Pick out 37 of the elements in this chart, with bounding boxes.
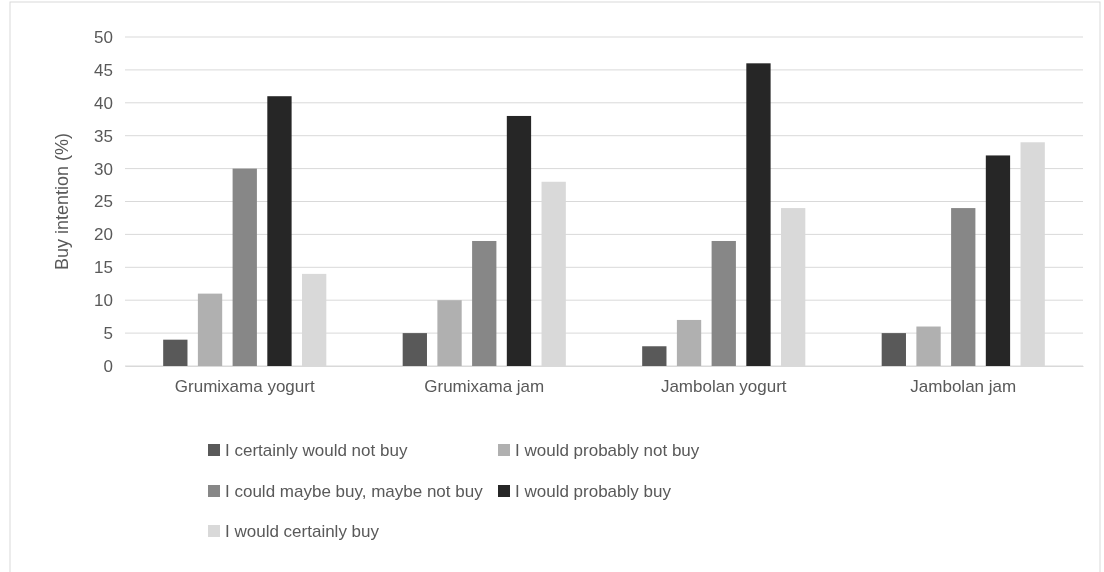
bar <box>402 333 427 366</box>
x-tick-label: Grumixama jam <box>424 377 545 397</box>
legend-label: I would certainly buy <box>225 522 380 541</box>
y-tick-label: 10 <box>94 291 113 311</box>
bar <box>746 63 771 366</box>
bar <box>232 168 257 366</box>
legend-label: I would probably buy <box>515 482 672 501</box>
y-tick-label: 20 <box>94 225 113 245</box>
y-tick-label: 45 <box>94 60 113 80</box>
bar <box>916 326 941 366</box>
y-tick-label: 25 <box>94 192 113 212</box>
bar <box>642 346 667 366</box>
y-tick-label: 30 <box>94 159 113 179</box>
y-tick-label: 40 <box>94 93 113 113</box>
bar <box>197 293 223 366</box>
y-tick-label: 0 <box>103 356 113 376</box>
y-tick-label: 5 <box>103 324 113 344</box>
bar <box>951 208 976 366</box>
bar <box>267 96 292 366</box>
bar <box>711 240 736 366</box>
bar <box>472 240 497 366</box>
y-tick-label: 50 <box>94 27 113 47</box>
legend-label: I certainly would not buy <box>225 441 408 460</box>
bar <box>163 339 188 366</box>
y-tick-label: 15 <box>94 258 113 278</box>
legend-label: I could maybe buy, maybe not buy <box>225 482 484 501</box>
bar <box>437 300 462 366</box>
y-tick-label: 35 <box>94 126 113 146</box>
x-tick-label: Jambolan yogurt <box>660 377 787 397</box>
bar <box>676 319 702 366</box>
bar <box>985 155 1011 366</box>
bar <box>881 333 906 366</box>
y-axis-title: Buy intention (%) <box>52 132 72 271</box>
bar <box>506 115 532 366</box>
legend-label: I would probably not buy <box>515 441 700 460</box>
x-tick-label: Grumixama yogurt <box>174 377 315 397</box>
x-tick-label: Jambolan jam <box>910 377 1017 397</box>
